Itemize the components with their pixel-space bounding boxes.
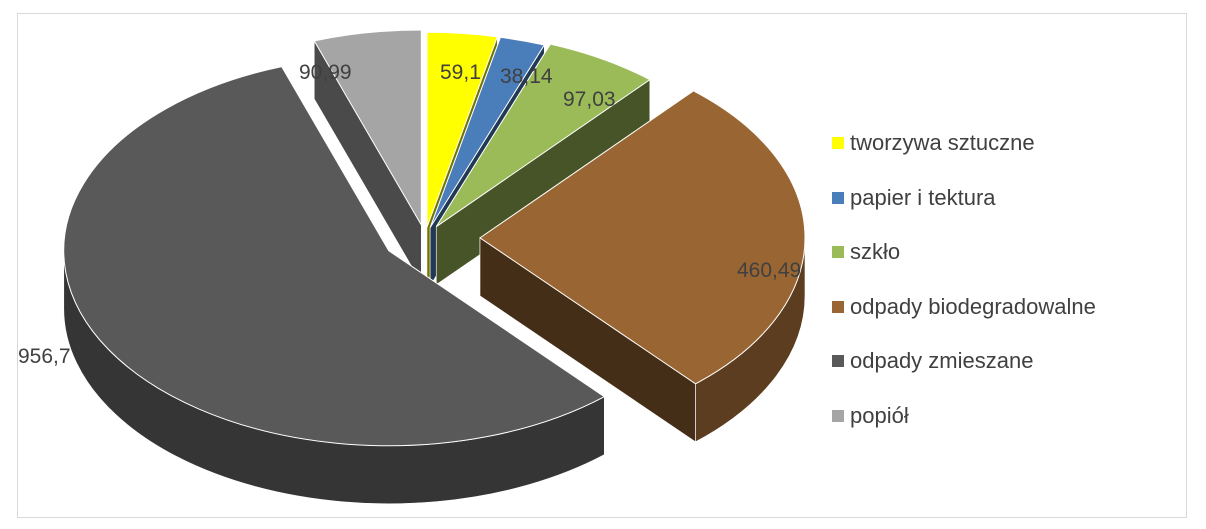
legend-item-szklo: szkło: [832, 225, 1096, 280]
slice-top-papier-i-tektura: [429, 36, 546, 228]
slice-top-tworzywa-sztuczne: [426, 31, 498, 228]
data-label-tworzywa-sztuczne: 59,1: [440, 61, 481, 84]
legend-item-tworzywa-sztuczne: tworzywa sztuczne: [832, 116, 1096, 171]
legend-label-papier-i-tektura: papier i tektura: [850, 184, 996, 210]
legend-swatch-papier-i-tektura: [832, 191, 844, 204]
slice-top-popiol: [313, 29, 422, 227]
legend-swatch-odpady-zmieszane: [832, 355, 844, 368]
data-label-szklo: 97,03: [563, 88, 616, 111]
legend-label-odpady-zmieszane: odpady zmieszane: [850, 348, 1034, 374]
legend-label-odpady-biodegradowalne: odpady biodegradowalne: [850, 293, 1096, 319]
legend-item-odpady-biodegradowalne: odpady biodegradowalne: [832, 280, 1096, 335]
data-label-papier-i-tektura: 38,14: [500, 65, 553, 88]
legend-label-szklo: szkło: [850, 239, 901, 265]
legend-item-papier-i-tektura: papier i tektura: [832, 171, 1096, 226]
slice-top-odpady-biodegradowalne: [479, 90, 806, 385]
slice-top-odpady-zmieszane: [63, 66, 606, 447]
legend-swatch-szklo: [832, 246, 844, 259]
data-labels: 59,1 38,14 97,03 460,49 956,7 90,99: [18, 61, 801, 368]
legend-label-tworzywa-sztuczne: tworzywa sztuczne: [850, 130, 1035, 156]
data-label-popiol: 90,99: [299, 61, 352, 84]
legend-label-popiol: popiół: [850, 402, 909, 428]
legend-swatch-tworzywa-sztuczne: [832, 137, 844, 150]
legend-item-popiol: popiół: [832, 389, 1096, 444]
legend-swatch-popiol: [832, 409, 844, 422]
slice-top-szklo: [435, 43, 651, 228]
legend: tworzywa sztuczne papier i tektura szkło…: [832, 116, 1096, 443]
pie-tops: [63, 29, 806, 447]
data-label-odpady-zmieszane: 956,7: [18, 345, 71, 368]
data-label-odpady-biodegradowalne: 460,49: [737, 259, 801, 282]
legend-item-odpady-zmieszane: odpady zmieszane: [832, 334, 1096, 389]
legend-swatch-odpady-biodegradowalne: [832, 300, 844, 313]
